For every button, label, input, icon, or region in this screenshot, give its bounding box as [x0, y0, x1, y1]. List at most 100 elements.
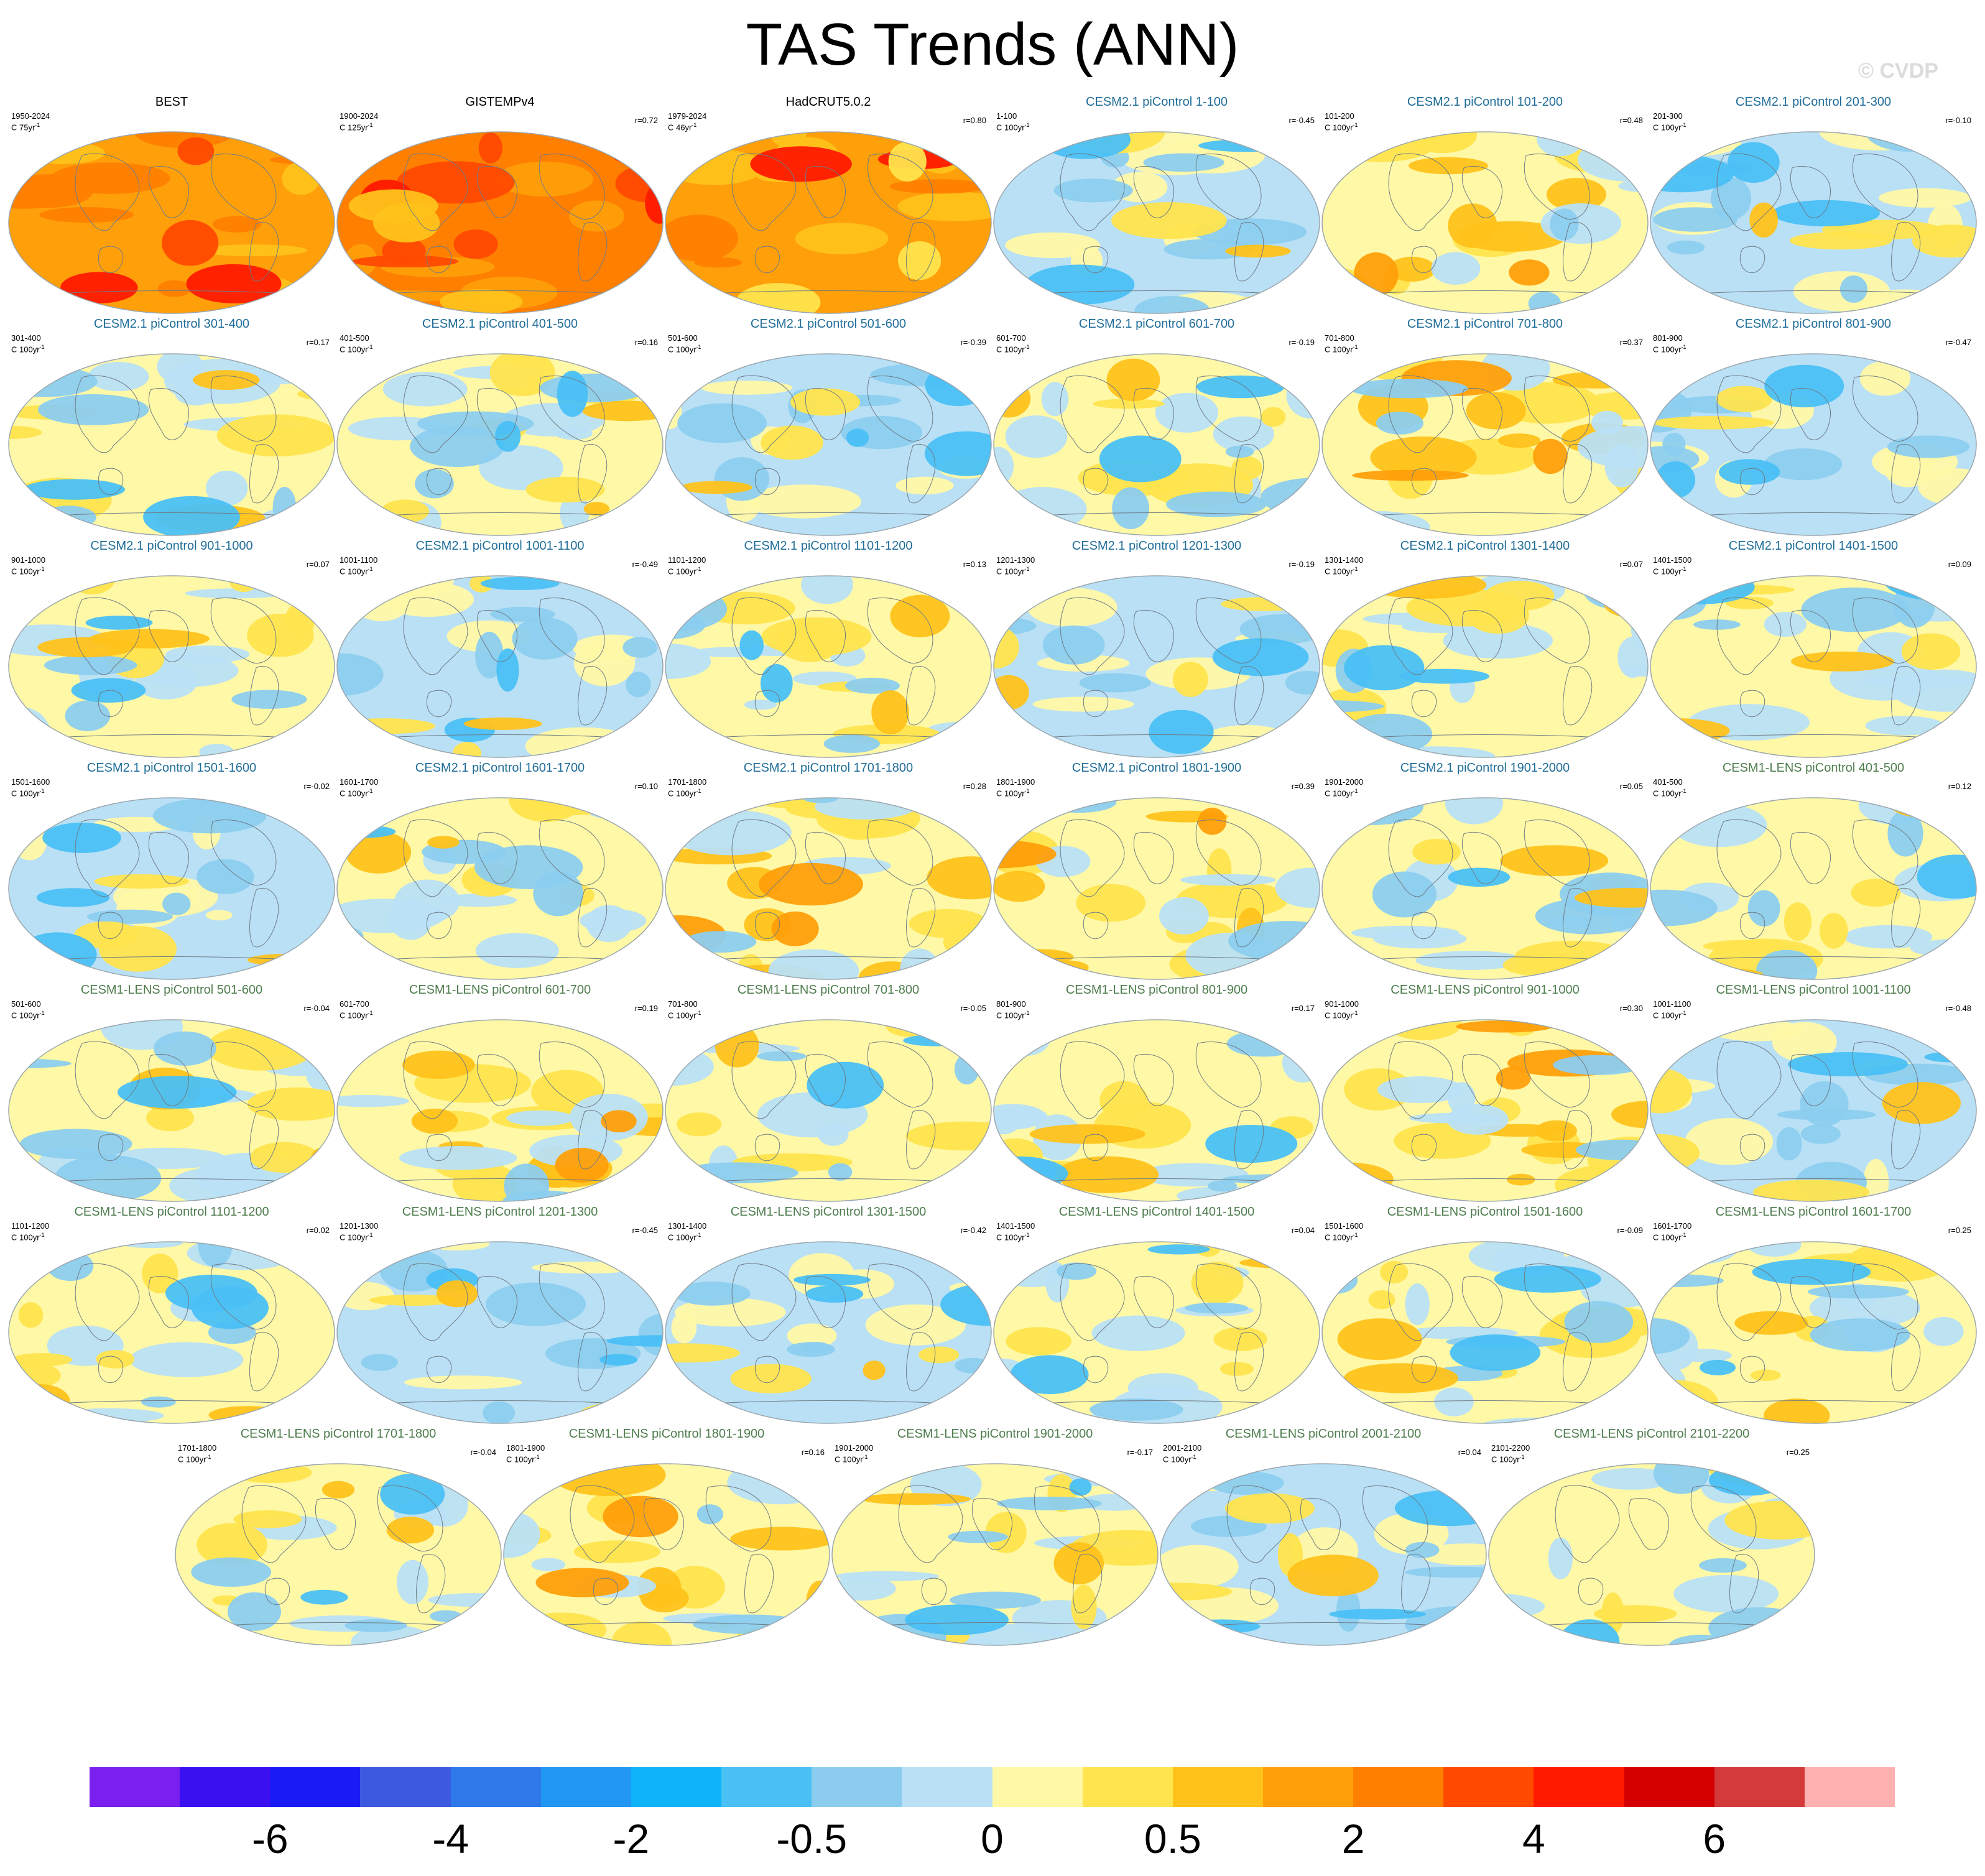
panel-title: CESM2.1 piControl 1501-1600 — [86, 761, 257, 775]
robinson-map — [503, 1463, 830, 1646]
panel-title: CESM2.1 piControl 1101-1200 — [744, 539, 913, 553]
map-panel: CESM2.1 piControl 1-100 1-100 C 100yr-1 r=-… — [992, 95, 1321, 318]
panel-period: 901-1000 — [11, 555, 45, 565]
map-panel: CESM2.1 piControl 1001-1100 1001-1100 C 10… — [336, 539, 664, 762]
panel-units-text: C 100yr — [1325, 1010, 1353, 1020]
panel-period: 2001-2100 — [1163, 1443, 1202, 1453]
panel-period: 1-100 — [996, 111, 1017, 121]
panel-units-exponent: -1 — [534, 1454, 540, 1460]
panel-period: 501-600 — [668, 333, 698, 343]
panel-period: 1701-1800 — [178, 1443, 217, 1453]
panel-units-exponent: -1 — [39, 344, 45, 350]
panel-units: C 75yr-1 — [11, 121, 40, 132]
panel-title: CESM2.1 piControl 201-300 — [1735, 95, 1892, 109]
panel-units: C 100yr-1 — [668, 787, 701, 798]
map-panel: CESM2.1 piControl 1701-1800 1701-1800 C 10… — [664, 761, 992, 984]
robinson-map — [175, 1463, 502, 1646]
map-panel: CESM2.1 piControl 701-800 701-800 C 100yr-… — [1321, 317, 1649, 540]
panel-units-exponent: -1 — [39, 1232, 45, 1238]
panel-units-exponent: -1 — [696, 788, 701, 794]
panel-units-text: C 100yr — [668, 788, 696, 798]
panel-title: CESM2.1 piControl 601-700 — [1078, 317, 1235, 331]
map-panel: CESM1-LENS piControl 1501-1600 1501-1600 C… — [1321, 1205, 1649, 1428]
panel-units: C 100yr-1 — [340, 787, 373, 798]
panel-units: C 100yr-1 — [11, 1009, 45, 1020]
map-panel: CESM1-LENS piControl 501-600 501-600 C 100… — [7, 983, 336, 1206]
colorbar-swatch — [1804, 1767, 1895, 1807]
panel-units-text: C 100yr — [11, 1232, 40, 1242]
panel-title: CESM2.1 piControl 401-500 — [422, 317, 578, 331]
robinson-map — [336, 1241, 664, 1424]
panel-correlation: r=0.30 — [1619, 1004, 1643, 1013]
panel-correlation: r=0.19 — [634, 1004, 658, 1013]
panel-units-text: C 100yr — [996, 1010, 1025, 1020]
cvdp-watermark: © CVDP — [1858, 59, 1938, 83]
panel-units-exponent: -1 — [1681, 1010, 1687, 1016]
panel-period: 801-900 — [1653, 333, 1683, 343]
panel-units: C 100yr-1 — [835, 1453, 868, 1464]
map-panel: CESM1-LENS piControl 1901-2000 1901-2000 C… — [831, 1427, 1159, 1650]
panel-title: CESM2.1 piControl 1-100 — [1086, 95, 1228, 109]
colorbar-tick-label: 0 — [981, 1816, 1004, 1862]
panel-title: CESM2.1 piControl 101-200 — [1407, 95, 1563, 109]
panel-units: C 100yr-1 — [340, 1231, 373, 1242]
panel-period: 1101-1200 — [11, 1221, 50, 1231]
map-panel: CESM2.1 piControl 1301-1400 1301-1400 C 10… — [1321, 539, 1649, 762]
panel-period: 1501-1600 — [11, 777, 50, 787]
panel-units: C 100yr-1 — [668, 1231, 701, 1242]
map-panel: CESM2.1 piControl 1201-1300 1201-1300 C 10… — [992, 539, 1321, 762]
panel-correlation: r=0.07 — [1619, 560, 1643, 569]
panel-period: 1901-2000 — [1325, 777, 1364, 787]
panel-period: 1401-1500 — [1653, 555, 1692, 565]
map-panel: CESM2.1 piControl 1901-2000 1901-2000 C 10… — [1321, 761, 1649, 984]
panel-title: CESM1-LENS piControl 1401-1500 — [1058, 1205, 1255, 1219]
panel-units: C 100yr-1 — [1325, 343, 1358, 354]
colorbar-swatch — [90, 1767, 180, 1807]
panel-correlation: r=-0.17 — [1127, 1448, 1153, 1457]
robinson-map — [1321, 353, 1649, 536]
panel-title: CESM1-LENS piControl 501-600 — [80, 983, 263, 997]
panel-title: CESM2.1 piControl 801-900 — [1735, 317, 1892, 331]
panel-units-exponent: -1 — [206, 1454, 211, 1460]
robinson-map — [1650, 1241, 1977, 1424]
panel-units: C 100yr-1 — [668, 565, 701, 576]
panel-units-text: C 100yr — [1653, 1232, 1682, 1242]
map-panel: CESM2.1 piControl 1101-1200 1101-1200 C 10… — [664, 539, 992, 762]
panel-title: HadCRUT5.0.2 — [785, 95, 871, 109]
panel-units-exponent: -1 — [1681, 122, 1687, 128]
robinson-map — [1321, 1241, 1649, 1424]
map-panel: CESM1-LENS piControl 701-800 701-800 C 100… — [664, 983, 992, 1206]
panel-correlation: r=-0.39 — [960, 338, 986, 347]
panel-units: C 100yr-1 — [340, 565, 373, 576]
panel-units-text: C 100yr — [996, 344, 1025, 354]
panel-correlation: r=0.05 — [1619, 782, 1643, 791]
panel-units-exponent: -1 — [1353, 122, 1358, 128]
panel-period: 1901-2000 — [835, 1443, 874, 1453]
panel-correlation: r=0.04 — [1458, 1448, 1481, 1457]
panel-units: C 100yr-1 — [11, 565, 45, 576]
panel-units-exponent: -1 — [1353, 788, 1358, 794]
panel-correlation: r=0.10 — [634, 782, 658, 791]
panel-units-exponent: -1 — [368, 344, 373, 350]
panel-units-exponent: -1 — [368, 1232, 373, 1238]
panel-units-text: C 100yr — [668, 566, 696, 576]
panel-correlation: r=0.13 — [963, 560, 986, 569]
panel-period: 501-600 — [11, 999, 41, 1009]
panel-units-exponent: -1 — [39, 566, 45, 572]
panel-units-exponent: -1 — [1353, 344, 1358, 350]
panel-units: C 100yr-1 — [1653, 343, 1687, 354]
panel-correlation: r=-0.19 — [1289, 338, 1315, 347]
colorbar-swatch — [450, 1767, 542, 1807]
colorbar-swatch — [360, 1767, 451, 1807]
panel-units-text: C 100yr — [1325, 344, 1353, 354]
robinson-map — [665, 1019, 992, 1202]
map-panel: CESM2.1 piControl 301-400 301-400 C 100yr-… — [7, 317, 336, 540]
map-panel: CESM1-LENS piControl 1101-1200 1101-1200 C… — [7, 1205, 336, 1428]
colorbar-swatch — [1082, 1767, 1173, 1807]
robinson-map — [993, 353, 1320, 536]
panel-units: C 100yr-1 — [1325, 1009, 1358, 1020]
panel-units: C 100yr-1 — [668, 1009, 701, 1020]
panel-title: CESM2.1 piControl 1401-1500 — [1728, 539, 1899, 553]
panel-units: C 100yr-1 — [178, 1453, 211, 1464]
panel-units-text: C 100yr — [178, 1454, 206, 1464]
